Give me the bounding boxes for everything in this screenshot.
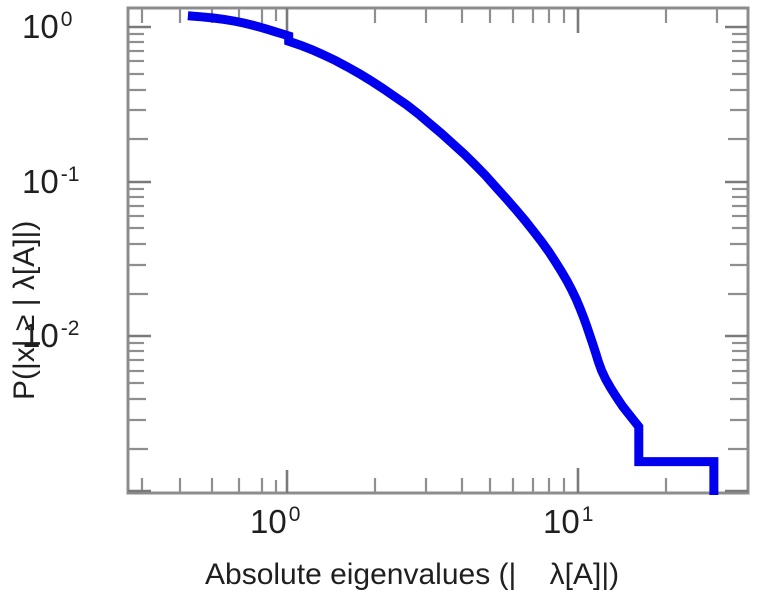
ytick-mantissa-0: 10 xyxy=(22,8,59,45)
ytick-mantissa-1: 10 xyxy=(22,163,59,200)
xaxis-ticks-bottom xyxy=(140,468,719,493)
xtick-exponent-1: 1 xyxy=(581,503,594,526)
xtick-label-0: 100 xyxy=(250,503,300,541)
ytick-exponent-1: -1 xyxy=(60,163,80,186)
xtick-label-1: 101 xyxy=(543,503,593,541)
ytick-exponent-0: 0 xyxy=(60,8,73,31)
yaxis-title: P(|x| ≥ | λ[A]|) xyxy=(8,220,41,400)
data-series-ccdf xyxy=(187,11,719,495)
yaxis-ticks-left xyxy=(128,25,151,493)
xaxis-title: Absolute eigenvalues (| λ[A]|) xyxy=(205,558,620,591)
ytick-label-2: 10-2 xyxy=(22,317,79,355)
yaxis-ticks-right xyxy=(725,25,748,493)
ytick-mantissa-2: 10 xyxy=(22,317,59,354)
xtick-mantissa-1: 10 xyxy=(543,503,580,540)
ytick-label-0: 100 xyxy=(22,8,72,46)
ytick-label-1: 10-1 xyxy=(22,163,79,201)
axes-frame xyxy=(126,6,750,495)
xtick-mantissa-0: 10 xyxy=(250,503,287,540)
xtick-exponent-0: 0 xyxy=(288,503,301,526)
ytick-exponent-2: -2 xyxy=(60,317,80,340)
